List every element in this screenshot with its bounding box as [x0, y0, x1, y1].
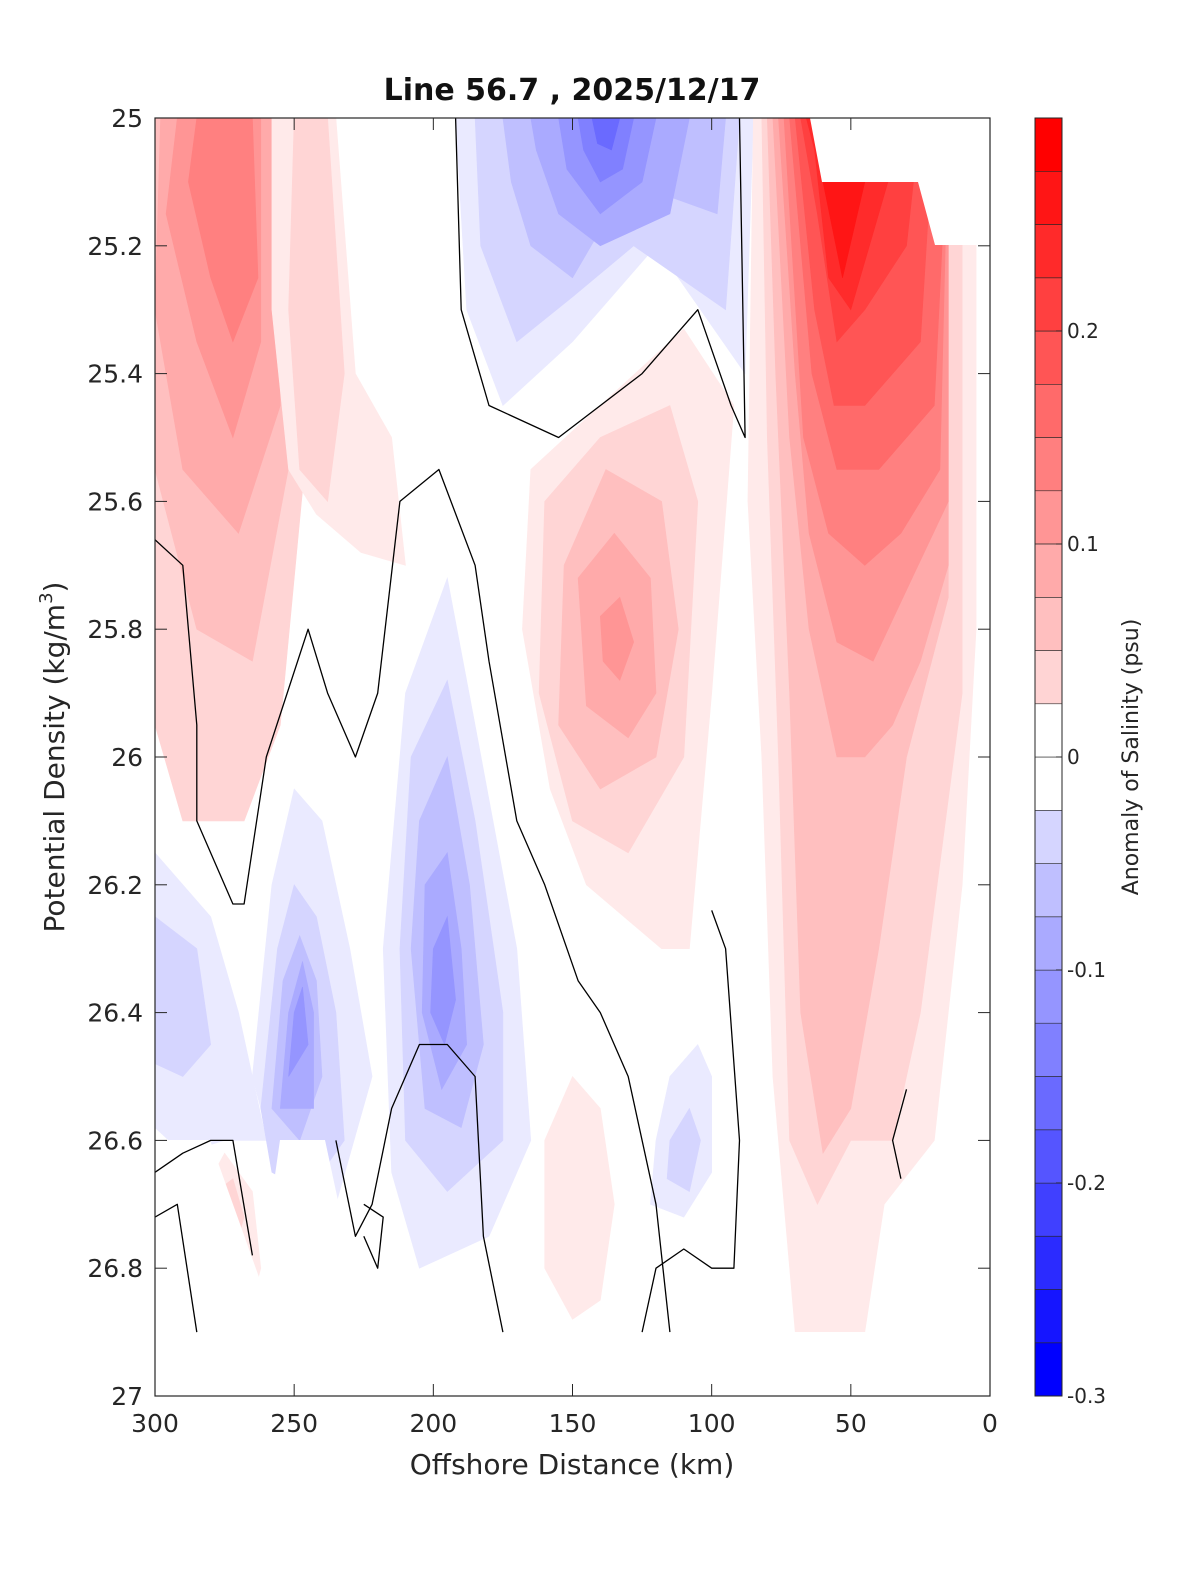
missing-data-region — [810, 118, 990, 245]
chart-title: Line 56.7 , 2025/12/17 — [384, 73, 761, 108]
colorbar-band — [1034, 1022, 1063, 1077]
zero-contour-line — [155, 1203, 198, 1333]
x-axis: 300 250 200 150 100 50 0 — [131, 118, 998, 1438]
contour-region-mid-high — [599, 596, 635, 681]
x-tick-label: 300 — [131, 1409, 179, 1438]
colorbar-band — [1034, 383, 1063, 438]
contour-region-deep-center-low — [430, 915, 456, 1046]
y-axis-label-superscript: 3 — [36, 592, 57, 603]
colorbar-tick-label: -0.3 — [1067, 1384, 1106, 1408]
y-tick-label: 25.2 — [87, 232, 143, 261]
colorbar-band — [1034, 437, 1063, 492]
y-tick-label: 26.2 — [87, 871, 143, 900]
colorbar-tick-label: -0.2 — [1067, 1171, 1106, 1195]
plot-area — [154, 117, 991, 1397]
colorbar-band — [1034, 1342, 1063, 1397]
x-axis-label: Offshore Distance (km) — [410, 1448, 735, 1481]
contour-region-deep-bottom-high — [544, 1075, 615, 1320]
colorbar-band — [1034, 756, 1063, 811]
x-tick-label: 250 — [270, 1409, 318, 1438]
y-axis-label-main: Potential Density (kg/m — [38, 604, 71, 933]
x-tick-label: 200 — [409, 1409, 457, 1438]
colorbar-band — [1034, 1076, 1063, 1131]
zero-contour-line — [155, 1139, 254, 1256]
contour-region-surface-low — [591, 118, 621, 151]
x-tick-label: 0 — [982, 1409, 998, 1438]
contour-region-surface-low — [577, 118, 635, 183]
colorbar-band — [1034, 863, 1063, 918]
colorbar-band — [1034, 330, 1063, 385]
colorbar-band — [1034, 1236, 1063, 1290]
contour-region-deep-west-low — [155, 852, 267, 1154]
colorbar-band — [1034, 650, 1063, 705]
y-tick-label: 26 — [111, 743, 143, 772]
colorbar-band — [1034, 1182, 1063, 1237]
contour-region-deep-west-low — [155, 916, 212, 1077]
y-tick-label: 27 — [111, 1382, 143, 1411]
colorbar-band — [1034, 224, 1063, 279]
colorbar-label: Anomaly of Salinity (psu) — [1119, 619, 1144, 896]
zero-contour-layer — [155, 118, 908, 1333]
colorbar-tick-label: 0.1 — [1067, 532, 1099, 556]
y-axis: 25 25.2 25.4 25.6 25.8 26 26.2 26.4 26.6 26.8 27 — [87, 104, 990, 1411]
y-tick-label: 26.6 — [87, 1126, 143, 1155]
colorbar-tick-label: -0.1 — [1067, 958, 1106, 982]
missing-data-region — [155, 1140, 990, 1396]
colorbar-tick-label: 0.2 — [1067, 319, 1099, 343]
colorbar-band — [1034, 809, 1063, 864]
colorbar-band — [1034, 969, 1063, 1024]
colorbar-band — [1034, 1289, 1063, 1344]
colorbar-band — [1034, 170, 1063, 225]
colorbar-band — [1034, 596, 1063, 651]
zero-contour-line — [454, 118, 746, 439]
x-tick-label: 50 — [835, 1409, 867, 1438]
y-tick-label: 25 — [111, 104, 143, 133]
colorbar-band — [1034, 1129, 1063, 1184]
colorbar-band — [1034, 543, 1063, 598]
contour-region-surface-mid-high — [288, 118, 345, 503]
colorbar-tick-label: 0 — [1067, 745, 1080, 769]
y-tick-label: 26.8 — [87, 1254, 143, 1283]
zero-contour-line — [155, 468, 671, 1333]
zero-contour-line — [891, 1089, 908, 1179]
colorbar-band — [1034, 490, 1063, 545]
contour-region-deep-mid-low — [288, 986, 309, 1077]
contour-region-surface-west-high — [188, 118, 259, 343]
y-tick-label: 25.4 — [87, 360, 143, 389]
contour-region-deep-near-low — [666, 1107, 701, 1192]
x-tick-label: 150 — [549, 1409, 597, 1438]
y-axis-label: Potential Density (kg/m3) — [36, 582, 71, 933]
colorbar-ticks: -0.3 -0.2 -0.1 0 0.1 0.2 — [1056, 319, 1106, 1408]
colorbar-band — [1034, 117, 1063, 172]
contour-fill-layer — [155, 118, 977, 1333]
missing-data-mask — [155, 118, 990, 1396]
zero-contour-line — [335, 1043, 504, 1333]
y-tick-label: 26.4 — [87, 999, 143, 1028]
zero-contour-line — [363, 1203, 384, 1269]
zero-contour-line — [641, 910, 741, 1333]
colorbar-bands — [1034, 117, 1063, 1397]
y-tick-label: 25.8 — [87, 615, 143, 644]
y-tick-label: 25.6 — [87, 487, 143, 516]
x-tick-label: 100 — [688, 1409, 736, 1438]
colorbar-band — [1034, 703, 1063, 758]
colorbar-band — [1034, 916, 1063, 971]
colorbar-band — [1034, 277, 1063, 332]
y-axis-label-end: ) — [38, 582, 71, 593]
colorbar: -0.3 -0.2 -0.1 0 0.1 0.2 Anomaly of Salinity … — [1034, 117, 1144, 1408]
